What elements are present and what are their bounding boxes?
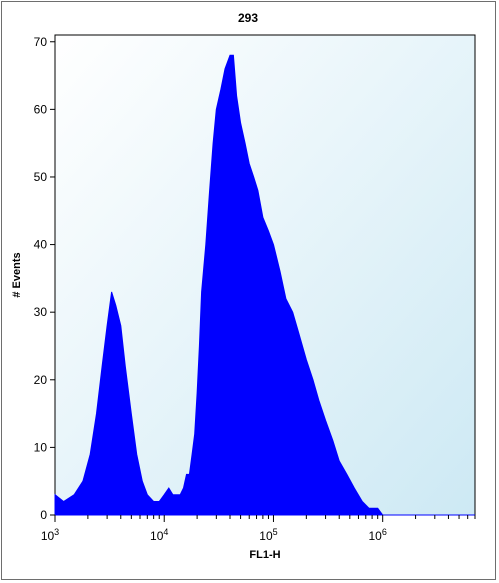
- y-tick-label: 30: [34, 305, 48, 319]
- y-tick-label: 50: [34, 170, 48, 184]
- y-tick-label: 20: [34, 373, 48, 387]
- y-tick-label: 10: [34, 440, 48, 454]
- x-tick-label: 106: [369, 527, 387, 543]
- y-tick-label: 60: [34, 102, 48, 116]
- x-axis-title: FL1-H: [249, 549, 280, 561]
- chart-title: 293: [238, 11, 258, 25]
- y-tick-label: 40: [34, 238, 48, 252]
- x-tick-label: 105: [259, 527, 277, 543]
- x-tick-label: 104: [150, 527, 168, 543]
- y-tick-label: 70: [34, 35, 48, 49]
- y-tick-label: 0: [40, 508, 47, 522]
- x-tick-label: 103: [41, 527, 59, 543]
- y-axis-title: # Events: [11, 252, 23, 297]
- histogram-series-0: [54, 54, 475, 516]
